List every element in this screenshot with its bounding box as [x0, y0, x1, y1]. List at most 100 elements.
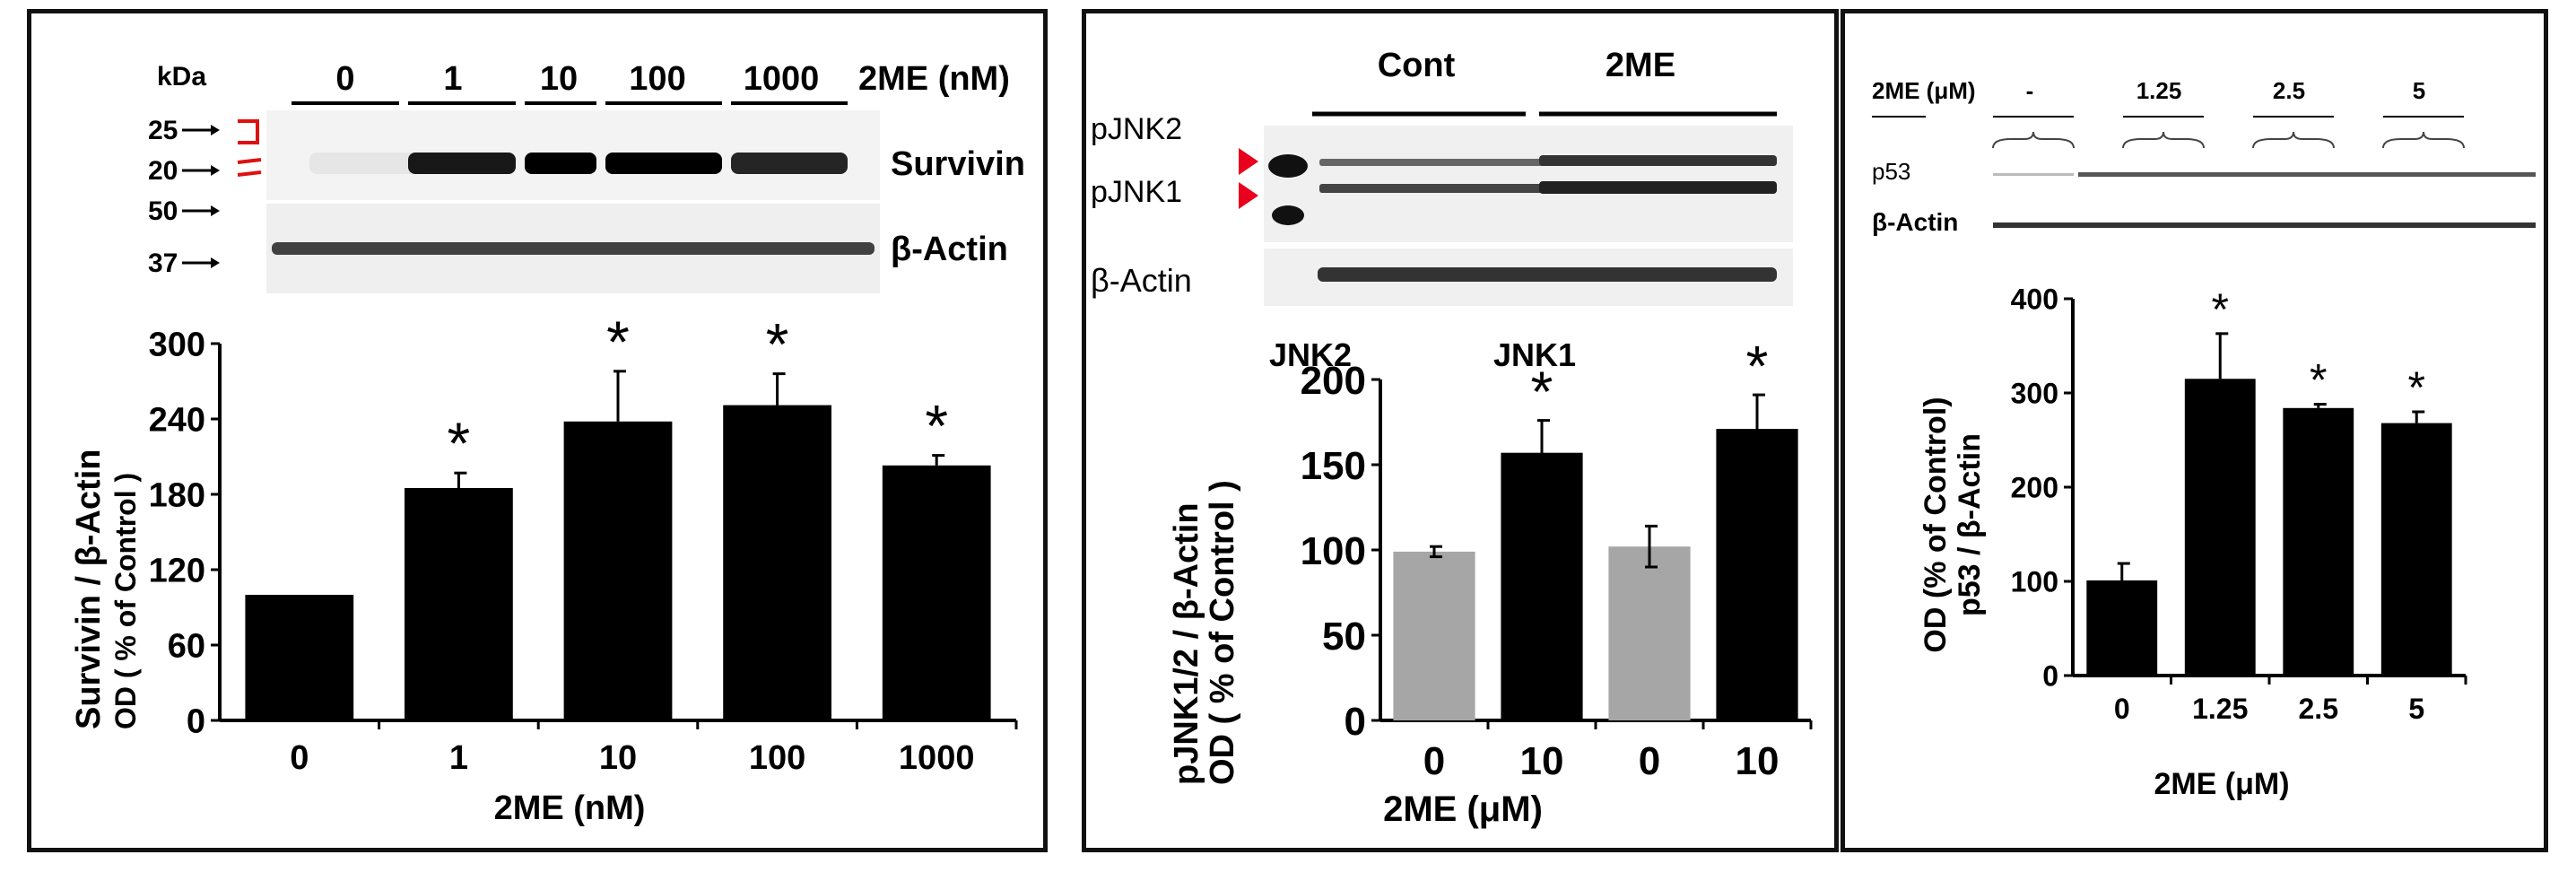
band-label-actin: β-Actin — [891, 231, 1008, 268]
y-tick-label: 400 — [2011, 283, 2058, 316]
y-axis-title-c-line2: p53 / β-Actin — [1953, 433, 1987, 616]
bar — [245, 595, 354, 720]
panel-survivin: kDa 0 1 10 100 1000 2ME (nM) 25 20 50 37 — [27, 9, 1048, 852]
x-tick-label: 10 — [599, 739, 637, 777]
bar — [405, 488, 513, 720]
significance-star: * — [2310, 355, 2327, 406]
band-label-pjnk2: pJNK2 — [1091, 112, 1182, 146]
lane-label: 10 — [540, 60, 578, 98]
x-axis-title-c: 2ME (μM) — [2154, 767, 2289, 801]
kda-label: kDa — [157, 62, 206, 92]
y-tick-label: 100 — [1301, 529, 1366, 573]
panel-p53-svg: 2ME (μM) - 1.25 2.5 5 p53 β-Actin 0 100 20… — [1872, 77, 2536, 801]
bar — [723, 405, 831, 720]
significance-star: * — [2212, 284, 2229, 335]
lane-label: 100 — [629, 60, 685, 98]
band-label-actin-b: β-Actin — [1091, 262, 1192, 299]
y-tick-label: 200 — [2011, 472, 2058, 504]
y-tick-label: 150 — [1301, 444, 1366, 488]
marker-label: 20 — [148, 156, 178, 186]
x-tick-label: 0 — [2114, 693, 2130, 725]
bar — [882, 465, 991, 720]
molecular-weight-markers: 25 20 50 37 — [148, 116, 262, 278]
y-tick-label: 50 — [1322, 615, 1366, 659]
y-axis-title-c-line1: OD (% of Control) — [1919, 397, 1953, 652]
actin-bands-c — [1993, 222, 2536, 228]
survivin-band — [525, 153, 596, 174]
treatment-label: 2ME (nM) — [858, 60, 1010, 98]
lane-label: - — [2026, 77, 2034, 104]
survivin-bands — [309, 153, 848, 174]
arrow-pjnk1-icon — [1239, 182, 1258, 209]
x-tick-label: 100 — [749, 739, 805, 777]
panel-p53: 2ME (μM) - 1.25 2.5 5 p53 β-Actin 0 100 20… — [1841, 9, 2548, 852]
bar — [1608, 546, 1691, 720]
group-label-jnk2: JNK2 — [1269, 336, 1352, 373]
p53-lane-labels: - 1.25 2.5 5 — [2026, 77, 2426, 104]
significance-star: * — [925, 393, 948, 459]
y-tick-label: 120 — [149, 553, 205, 590]
marker-label: 25 — [148, 116, 178, 145]
group-label-2me: 2ME — [1606, 47, 1675, 84]
significance-star: * — [1531, 360, 1553, 424]
x-axis-title-a: 2ME (nM) — [494, 789, 646, 827]
pjnk-bands — [1319, 155, 1777, 194]
survivin-lane-labels: 0 1 10 100 1000 — [335, 60, 819, 98]
bar — [2086, 580, 2158, 676]
y-tick-label: 0 — [2042, 660, 2058, 693]
y-tick-label: 300 — [149, 327, 205, 364]
y-tick-label: 200 — [1301, 359, 1366, 403]
significance-star: * — [1746, 334, 1769, 398]
y-tick-label: 60 — [168, 628, 205, 666]
arrow-pjnk2-icon — [1239, 148, 1258, 175]
x-tick-label: 2.5 — [2299, 693, 2338, 725]
band-label-pjnk1: pJNK1 — [1091, 175, 1182, 209]
y-tick-label: 0 — [187, 703, 205, 741]
group-label-cont: Cont — [1378, 47, 1456, 84]
marker-label: 50 — [148, 196, 178, 226]
bar — [1716, 429, 1798, 720]
x-tick-label: 5 — [2408, 693, 2424, 725]
bar — [2184, 379, 2256, 676]
ladder-marker-icon — [237, 119, 262, 177]
treatment-label-c: 2ME (μM) — [1872, 77, 1976, 104]
x-tick-label: 1000 — [899, 739, 975, 777]
lane-label: 2.5 — [2273, 77, 2305, 104]
bar — [2283, 407, 2354, 676]
lane-label: 1 — [443, 60, 462, 98]
panel-pjnk: Cont 2ME pJNK2 pJNK1 β-Actin 0 50 100 150 20… — [1082, 9, 1839, 852]
significance-star: * — [606, 309, 630, 375]
actin-bands-a — [272, 242, 875, 255]
x-tick-label: 10 — [1736, 739, 1780, 783]
bar — [563, 421, 673, 720]
marker-label: 37 — [148, 249, 178, 278]
x-axis-title-b: 2ME (μM) — [1383, 789, 1543, 829]
y-tick-label: 180 — [149, 477, 205, 515]
group-label-jnk1: JNK1 — [1493, 336, 1576, 373]
actin-bands-b — [1318, 267, 1777, 282]
lane-label: 1.25 — [2137, 77, 2182, 104]
lane-label: 0 — [335, 60, 354, 98]
y-tick-label: 0 — [1345, 700, 1366, 744]
survivin-band — [408, 153, 516, 174]
chart-p53: 0 100 200 300 400 0 * 1.25 * 2.5 * 5 — [2011, 283, 2467, 725]
survivin-band — [605, 153, 722, 174]
y-tick-label: 100 — [2011, 566, 2058, 598]
y-tick-label: 300 — [2011, 378, 2058, 410]
survivin-band — [309, 153, 417, 174]
y-axis-title-a-line1: Survivin / β-Actin — [70, 449, 108, 729]
y-axis-title-b-line2: OD ( % of Control ) — [1204, 480, 1241, 785]
p53-bands — [1993, 172, 2536, 177]
x-tick-label: 1.25 — [2192, 693, 2248, 725]
significance-star: * — [2408, 362, 2425, 413]
bar — [1393, 551, 1475, 720]
bar — [1501, 452, 1583, 720]
x-tick-label: 0 — [1423, 739, 1445, 783]
band-label-p53: p53 — [1872, 158, 1910, 185]
y-axis-title-a-line2: OD ( % of Control ) — [109, 473, 142, 729]
significance-star: * — [766, 311, 789, 378]
lane-label: 5 — [2413, 77, 2425, 104]
y-axis-title-b-line1: pJNK1/2 / β-Actin — [1168, 502, 1205, 785]
x-tick-label: 0 — [1639, 739, 1660, 783]
panel-survivin-svg: kDa 0 1 10 100 1000 2ME (nM) 25 20 50 37 — [70, 60, 1025, 827]
